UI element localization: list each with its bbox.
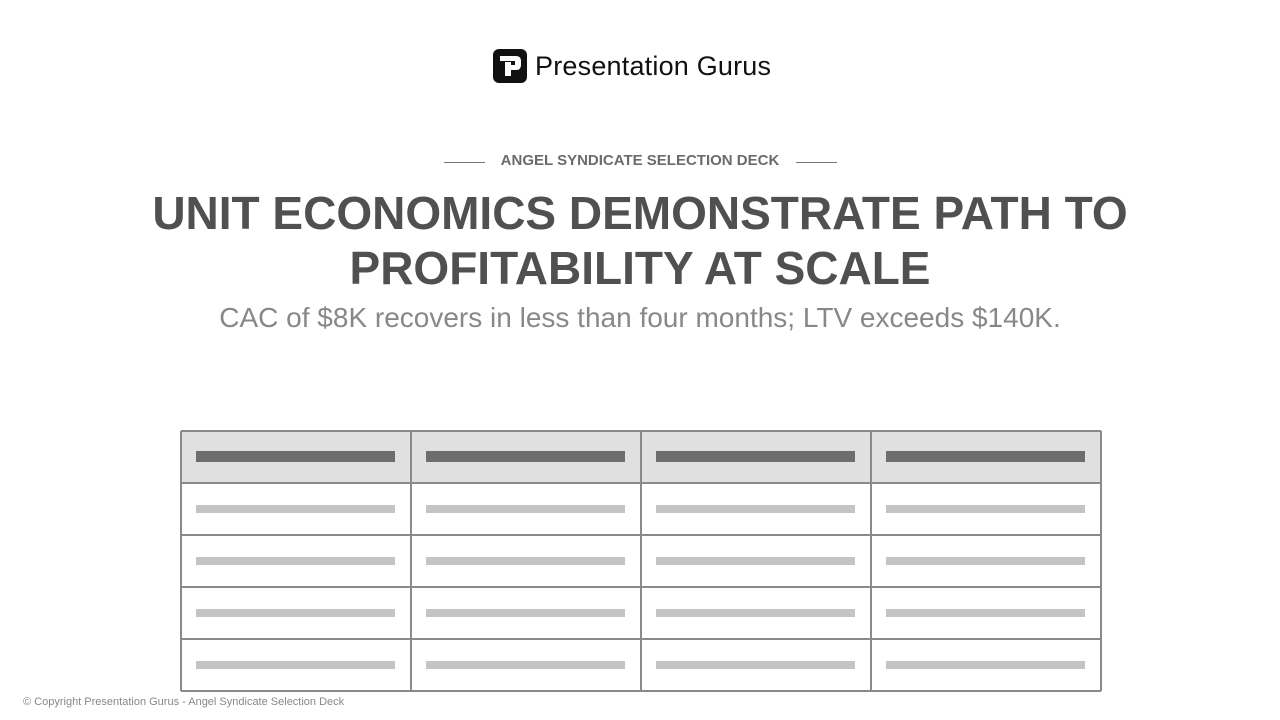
cell-placeholder bbox=[886, 557, 1085, 565]
cell-placeholder bbox=[196, 505, 395, 513]
header-placeholder bbox=[426, 451, 625, 462]
cell-placeholder bbox=[656, 557, 855, 565]
eyebrow-rule bbox=[444, 162, 485, 163]
cell-placeholder bbox=[886, 661, 1085, 669]
logo-icon bbox=[493, 49, 527, 83]
cell-placeholder bbox=[426, 609, 625, 617]
cell-placeholder bbox=[196, 609, 395, 617]
logo: Presentation Gurus bbox=[492, 47, 771, 85]
header-placeholder bbox=[196, 451, 395, 462]
cell-placeholder bbox=[886, 505, 1085, 513]
cell-placeholder bbox=[656, 505, 855, 513]
footer: © Copyright Presentation Gurus - Angel S… bbox=[23, 696, 345, 708]
eyebrow-rule bbox=[796, 162, 837, 163]
cell-placeholder bbox=[426, 505, 625, 513]
cell-placeholder bbox=[656, 609, 855, 617]
logo-text: Presentation Gurus bbox=[535, 50, 772, 81]
subtitle: CAC of $8K recovers in less than four mo… bbox=[219, 302, 1061, 333]
cell-placeholder bbox=[196, 661, 395, 669]
cell-placeholder bbox=[656, 661, 855, 669]
cell-placeholder bbox=[426, 661, 625, 669]
header-placeholder bbox=[886, 451, 1085, 462]
cell-placeholder bbox=[426, 557, 625, 565]
title: UNIT ECONOMICS DEMONSTRATE PATH TO PROFI… bbox=[152, 187, 1128, 294]
cell-placeholder bbox=[196, 557, 395, 565]
eyebrow: ANGEL SYNDICATE SELECTION DECK bbox=[500, 152, 780, 169]
header-placeholder bbox=[656, 451, 855, 462]
cell-placeholder bbox=[886, 609, 1085, 617]
